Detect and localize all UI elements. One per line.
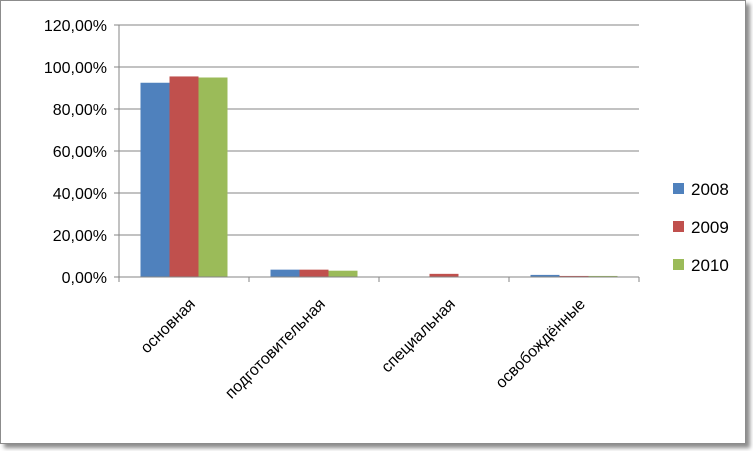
x-tick-label: подготовительная <box>222 296 329 403</box>
y-tick-label: 0,00% <box>62 270 107 287</box>
legend-swatch-2008 <box>673 183 684 194</box>
bar-2008-1 <box>140 82 170 277</box>
legend: 2008 2009 2010 <box>673 180 729 275</box>
legend-label-2008: 2008 <box>691 180 729 199</box>
legend-swatch-2010 <box>673 259 684 270</box>
bar-2010-1 <box>198 77 228 277</box>
y-tick-label: 40,00% <box>53 186 107 203</box>
y-tick-label: 100,00% <box>44 60 107 77</box>
x-tick-labels: основная подготовительная специальная освоб… <box>138 296 589 403</box>
legend-label-2010: 2010 <box>691 256 729 275</box>
legend-label-2009: 2009 <box>691 218 729 237</box>
y-tick-label: 80,00% <box>53 102 107 119</box>
x-tick-label: специальная <box>378 296 458 376</box>
x-tick-label: освобождённые <box>493 296 589 392</box>
y-tick-labels: 0,00% 20,00% 40,00% 60,00% 80,00% 100,00% 120,… <box>44 18 107 287</box>
y-tick-label: 20,00% <box>53 228 107 245</box>
axes <box>114 24 640 282</box>
bar-2010-2 <box>328 270 358 277</box>
chart-frame: 0,00% 20,00% 40,00% 60,00% 80,00% 100,00% 120,… <box>0 0 746 444</box>
x-tick-label: основная <box>138 296 199 357</box>
bar-chart: 0,00% 20,00% 40,00% 60,00% 80,00% 100,00% 120,… <box>44 18 729 403</box>
bar-2008-4 <box>530 274 560 277</box>
y-tick-label: 120,00% <box>44 18 107 35</box>
bar-2009-2 <box>299 269 329 277</box>
bar-2009-1 <box>169 76 199 277</box>
bars <box>140 76 618 277</box>
bar-2009-3 <box>429 273 459 277</box>
bar-2008-2 <box>270 269 300 277</box>
bar-2009-4 <box>559 275 589 277</box>
bar-2010-4 <box>588 275 618 277</box>
legend-swatch-2009 <box>673 221 684 232</box>
y-tick-label: 60,00% <box>53 144 107 161</box>
